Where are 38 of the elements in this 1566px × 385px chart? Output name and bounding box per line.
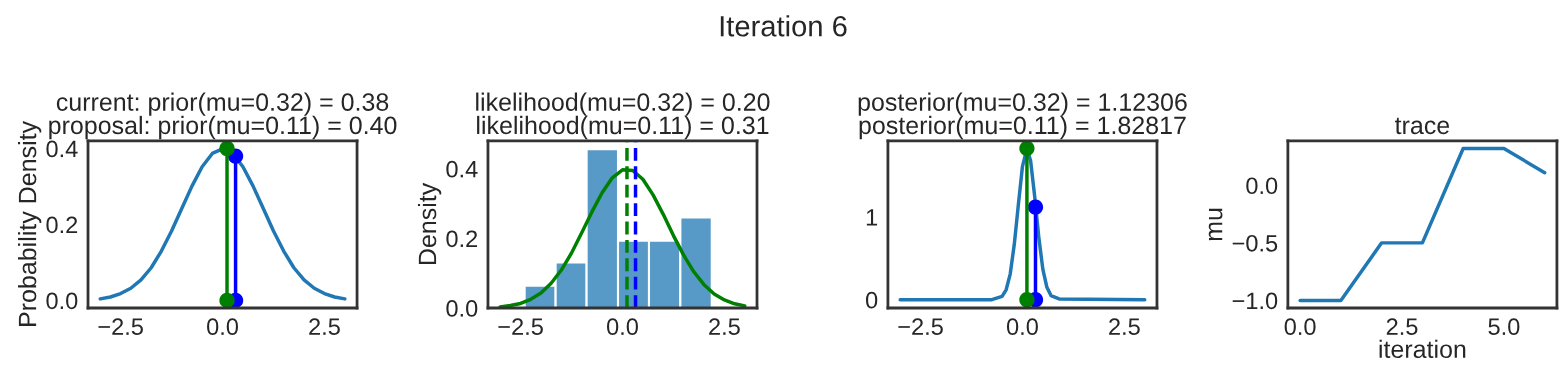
y-tick-label: 0.4 — [46, 140, 78, 158]
x-tick-label: −2.5 — [498, 318, 543, 336]
x-tick-label: 2.5 — [709, 318, 740, 336]
point — [1019, 140, 1035, 156]
y-tick-label: −0.5 — [1232, 234, 1278, 252]
y-axis-title: Probability Density — [18, 120, 42, 326]
x-tick-label: 2.5 — [1386, 318, 1418, 336]
y-tick-label: 0.4 — [446, 160, 478, 178]
chart-title: current: prior(mu=0.32) = 0.38 proposal: prior(mu=0.11) = 0.40 — [49, 92, 397, 140]
text: Iteration 6 — [720, 15, 847, 37]
point — [219, 140, 235, 157]
y-tick-label: 0.0 — [1246, 177, 1278, 195]
y-axis-title: Density — [417, 182, 442, 265]
x-tick-label: 5.0 — [1488, 318, 1520, 336]
point — [1019, 292, 1035, 308]
x-axis-title: iteration — [1379, 339, 1466, 359]
chart-title: posterior(mu=0.32) = 1.12306 posterior(mu=0.11) = 1.82817 — [858, 92, 1187, 140]
y-tick-label: 0 — [865, 291, 878, 309]
x-tick-label: 2.5 — [309, 318, 340, 336]
x-tick-label: −2.5 — [898, 318, 943, 336]
line-series — [1298, 146, 1547, 303]
x-tick-label: 0.0 — [607, 318, 638, 336]
chart-title: likelihood(mu=0.32) = 0.20 likelihood(mu=0.11) = 0.31 — [476, 92, 770, 140]
y-tick-label: 0.2 — [446, 230, 478, 248]
x-tick-label: −2.5 — [98, 318, 143, 336]
y-axis-title: mu — [1208, 208, 1223, 241]
point — [1027, 199, 1044, 215]
y-tick-label: −1.0 — [1232, 292, 1278, 310]
y-tick-label: 0.0 — [46, 292, 78, 310]
x-tick-label: 2.5 — [1109, 318, 1140, 336]
y-tick-label: 0.0 — [446, 300, 478, 317]
x-tick-label: 0.0 — [1006, 318, 1038, 336]
y-tick-label: 0.2 — [46, 216, 78, 234]
chart-title: trace — [1394, 117, 1450, 135]
point — [219, 292, 235, 308]
x-tick-label: 0.0 — [207, 318, 239, 336]
y-tick-label: 1 — [866, 209, 878, 226]
x-tick-label: 0.0 — [1284, 318, 1316, 336]
